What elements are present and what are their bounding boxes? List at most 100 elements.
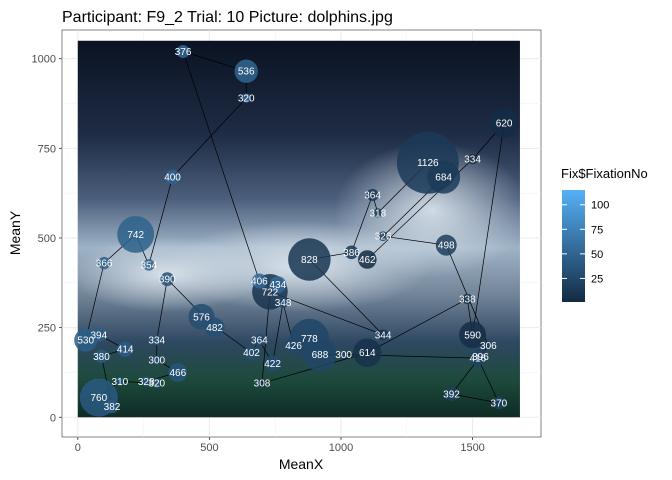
fixation-point [467,153,478,165]
fixation-point [251,273,267,289]
duration-label: 462 [359,255,376,266]
duration-label: 684 [435,173,452,184]
duration-label: 376 [175,47,192,58]
background-photo [68,40,529,418]
fixation-point [160,272,175,287]
fixation-point [151,335,162,346]
fixation-point [234,59,258,83]
legend-tick-label: 75 [591,224,603,236]
y-tick-label: 500 [38,233,56,245]
fixation-point [489,108,519,138]
legend-tick-label: 25 [591,273,603,285]
y-tick-label: 750 [38,143,56,155]
fixation-point [484,341,493,350]
fixation-point [117,215,155,253]
fixation-point [152,378,162,388]
fixation-point [269,276,287,293]
duration-label: 364 [251,336,268,347]
fixation-point [435,234,457,256]
duration-label: 722 [262,287,279,298]
fixation-point [492,396,506,410]
duration-label: 392 [443,389,460,400]
duration-label: 498 [438,241,455,252]
fixation-point [143,259,155,271]
x-tick-label: 1000 [329,442,353,454]
scanpath-segment [85,263,105,341]
duration-label: 334 [464,155,481,166]
duration-label: 422 [264,359,281,370]
fixation-point [115,377,125,386]
legend-tick-label: 100 [591,200,609,212]
duration-label: 300 [335,350,352,361]
duration-label: 614 [359,348,376,359]
x-tick-label: 500 [200,442,218,454]
duration-label: 344 [375,330,392,341]
duration-label: 402 [243,348,260,359]
x-tick-label: 0 [75,442,81,454]
scanpath-segment [451,393,499,404]
fixation-point [277,296,289,309]
duration-label: 306 [480,341,497,352]
scanpath-segment [172,97,247,178]
x-tick-label: 1500 [460,442,484,454]
y-axis-ticks: 0 250 500 750 1000 [32,54,62,424]
fixation-point [358,250,377,269]
duration-label: 688 [312,350,329,361]
duration-label: 414 [117,345,134,356]
fixation-point [117,341,133,357]
legend: Fix$FixationNo 25 50 75 100 [561,166,648,302]
fixation-point [373,208,383,218]
duration-label: 370 [491,398,508,409]
fixation-point [241,93,251,103]
duration-label: 620 [496,119,513,130]
duration-labels: 462 334 620 590 338 614 308 722 344 828 386 364 318 1… [77,47,513,413]
fixation-point [141,376,152,387]
fixation-point [74,328,98,352]
scanpath-segment [272,302,284,364]
fixation-point [165,169,180,185]
duration-label: 320 [238,94,255,105]
duration-label: 310 [112,377,129,388]
y-axis-title: MeanY [7,210,23,255]
duration-label: 334 [148,336,165,347]
duration-label: 742 [127,230,144,241]
duration-label: 576 [193,312,210,323]
legend-ticks: 25 50 75 100 [562,200,609,285]
fixation-point [257,378,267,388]
duration-label: 590 [464,330,481,341]
duration-label: 382 [104,402,121,413]
duration-label: 326 [375,232,392,243]
duration-label: 466 [169,368,186,379]
scanpath-segment [182,51,260,282]
duration-label: 300 [148,355,165,366]
scanpath-segment [351,194,373,253]
scanpath-segment [472,123,505,335]
scanpath-segment [477,357,500,404]
duration-label: 434 [269,280,286,291]
legend-tick-label: 50 [591,249,603,261]
duration-label: 338 [459,294,476,305]
scanpath-segment [383,235,447,246]
duration-label: 308 [254,379,271,390]
fixation-point [168,363,188,382]
fixation-point [152,355,161,364]
duration-label: 386 [343,248,360,259]
duration-label: 354 [141,260,158,271]
x-axis-title: MeanX [279,456,324,472]
scanpath-segment [269,291,384,336]
fixation-points [74,45,519,417]
duration-label: 482 [206,323,223,334]
fixation-point [244,345,259,361]
fixation-point [366,188,379,202]
fixation-point [253,334,266,347]
duration-label: 318 [369,208,386,219]
y-tick-label: 0 [50,412,56,424]
duration-label: 426 [285,341,302,352]
duration-label: 778 [301,334,318,345]
duration-label: 348 [275,298,292,309]
fixation-point [377,329,389,341]
fixation-point [427,160,461,194]
duration-label: 366 [96,259,113,270]
fixation-point [264,355,281,372]
